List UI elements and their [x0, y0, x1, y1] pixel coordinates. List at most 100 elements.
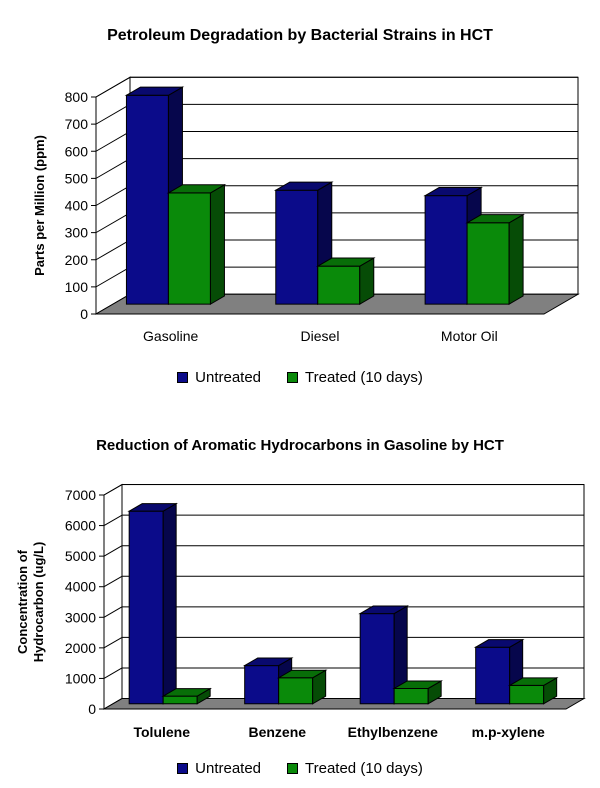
- bar-treated-10-days-benzene-front: [278, 677, 314, 705]
- y-tick-label: 600: [65, 143, 89, 159]
- y-tick-label: 300: [65, 225, 89, 241]
- chart-plot: 0 1000 2000 3000 4000 5000 6000 7000 Tolulene Ben…: [15, 483, 586, 740]
- gridline-side: [103, 667, 123, 679]
- x-tick-label-benzene: Benzene: [248, 724, 306, 740]
- bar-treated-10-days-gasoline: [166, 183, 227, 306]
- legend-swatch-untreated: [177, 763, 189, 774]
- bar-untreated-tolulene-side: [162, 502, 177, 705]
- bar-treated-10-days-tolulene: [161, 687, 213, 705]
- bar-treated-10-days-m-p-xylene-front: [509, 684, 545, 705]
- gridline-side: [95, 158, 131, 179]
- bar-untreated-diesel-top: [273, 181, 334, 191]
- x-tick-label-gasoline: Gasoline: [143, 328, 198, 344]
- y-tick-label: 4000: [65, 579, 96, 595]
- legend-item-treated: Treated (10 days): [287, 760, 423, 777]
- bar-treated-10-days-gasoline-top: [166, 184, 227, 194]
- legend-swatch-treated: [287, 372, 299, 383]
- x-tick-label-tolulene: Tolulene: [133, 724, 190, 740]
- gridline-side: [103, 484, 123, 496]
- y-tick-label: 1000: [65, 670, 96, 686]
- gridline-side: [95, 266, 131, 288]
- bar-untreated-m-p-xylene-top: [473, 639, 525, 648]
- chart-title: Petroleum Degradation by Bacterial Strai…: [107, 27, 493, 44]
- y-tick-label: 800: [65, 89, 89, 105]
- legend-label-untreated: Untreated: [195, 760, 262, 777]
- bar-untreated-tolulene: [127, 502, 179, 705]
- x-tick-label-m-p-xylene: m.p-xylene: [472, 724, 545, 740]
- bar-treated-10-days-m-p-xylene-top: [507, 677, 559, 686]
- x-tick-label-motor-oil: Motor Oil: [441, 328, 498, 344]
- bar-untreated-ethylbenzene-front: [359, 613, 395, 705]
- y-tick-label: 200: [65, 252, 89, 268]
- gridline-side: [103, 606, 123, 618]
- side-wall: [103, 483, 123, 710]
- x-tick-label-diesel: Diesel: [301, 328, 340, 344]
- bar-treated-10-days-benzene: [276, 669, 328, 705]
- bar-untreated-ethylbenzene-top: [358, 605, 410, 615]
- bar-untreated-tolulene-front: [128, 510, 164, 705]
- y-tick-label: 3000: [65, 609, 96, 625]
- bar-untreated-m-p-xylene: [473, 638, 525, 705]
- chart-plot: 0 100 200 300 400 500 600 700 800 Gasoline Diesel M…: [32, 76, 580, 344]
- bar-treated-10-days-tolulene-top: [161, 688, 213, 697]
- chart-petroleum-degradation: Petroleum Degradation by Bacterial Strai…: [0, 27, 600, 386]
- bar-treated-10-days-ethylbenzene: [392, 680, 444, 705]
- legend-swatch-untreated: [177, 372, 189, 383]
- bar-untreated-gasoline-front: [125, 94, 169, 305]
- bar-treated-10-days-diesel-top: [315, 257, 376, 267]
- bar-treated-10-days-ethylbenzene-front: [393, 687, 429, 705]
- bar-treated-10-days-motor-oil-top: [465, 214, 525, 224]
- y-tick-label: 500: [65, 170, 89, 186]
- y-tick-label: 100: [65, 279, 89, 295]
- bar-untreated-benzene-front: [244, 665, 280, 705]
- legend-label-treated: Treated (10 days): [305, 760, 423, 777]
- gridline-side: [95, 185, 131, 206]
- legend-label-treated: Treated (10 days): [305, 369, 423, 386]
- bar-untreated-gasoline-top: [124, 86, 185, 96]
- y-tick-label: 2000: [65, 640, 96, 656]
- y-tick-label: 5000: [65, 548, 96, 564]
- chart-title: Reduction of Aromatic Hydrocarbons in Ga…: [96, 437, 504, 454]
- bar-treated-10-days-benzene-top: [276, 669, 328, 679]
- legend: Untreated Treated (10 days): [0, 369, 600, 386]
- gridline-side: [103, 545, 123, 557]
- y-tick-label: 6000: [65, 518, 96, 534]
- legend-item-treated: Treated (10 days): [287, 369, 423, 386]
- chart-aromatic-hydrocarbons: Reduction of Aromatic Hydrocarbons in Ga…: [0, 394, 600, 788]
- y-axis-label: Parts per Million (ppm): [32, 135, 47, 276]
- bar-treated-10-days-tolulene-front: [162, 695, 198, 705]
- y-tick-label: 7000: [65, 487, 96, 503]
- gridline-side: [103, 514, 123, 527]
- y-axis-label: Hydrocarbon (ug/L): [31, 542, 46, 663]
- bar-untreated-benzene-top: [242, 657, 294, 667]
- gridline-side: [103, 575, 123, 588]
- legend: Untreated Treated (10 days): [0, 760, 600, 777]
- gridline-side: [95, 212, 131, 234]
- bar-treated-10-days-diesel-front: [317, 265, 361, 305]
- gridline-side: [103, 636, 123, 649]
- legend-label-untreated: Untreated: [195, 369, 262, 386]
- bar-treated-10-days-gasoline-side: [209, 183, 225, 306]
- bar-treated-10-days-diesel: [315, 257, 376, 306]
- legend-item-untreated: Untreated: [177, 760, 261, 777]
- bar-untreated-motor-oil-top: [423, 187, 483, 197]
- legend-item-untreated: Untreated: [177, 369, 261, 386]
- bar-untreated-diesel-front: [275, 189, 319, 305]
- bar-untreated-tolulene-top: [127, 503, 179, 512]
- gridline-side: [95, 239, 131, 261]
- bar-treated-10-days-m-p-xylene: [507, 677, 559, 705]
- gridline-side: [95, 103, 131, 125]
- legend-swatch-treated: [287, 763, 299, 774]
- bar-treated-10-days-motor-oil-side: [508, 213, 524, 306]
- y-tick-label: 400: [65, 198, 89, 214]
- bar-treated-10-days-motor-oil-front: [466, 222, 510, 305]
- bar-untreated-ethylbenzene: [358, 605, 410, 705]
- bar-untreated-m-p-xylene-front: [475, 646, 511, 705]
- y-tick-label: 0: [88, 701, 96, 717]
- bar-untreated-motor-oil-front: [424, 195, 468, 305]
- y-axis-label: Concentration of: [15, 549, 30, 654]
- bar-treated-10-days-ethylbenzene-top: [392, 680, 444, 689]
- x-tick-label-ethylbenzene: Ethylbenzene: [348, 724, 438, 740]
- y-tick-label: 0: [80, 306, 88, 322]
- bar-treated-10-days-motor-oil: [465, 213, 525, 306]
